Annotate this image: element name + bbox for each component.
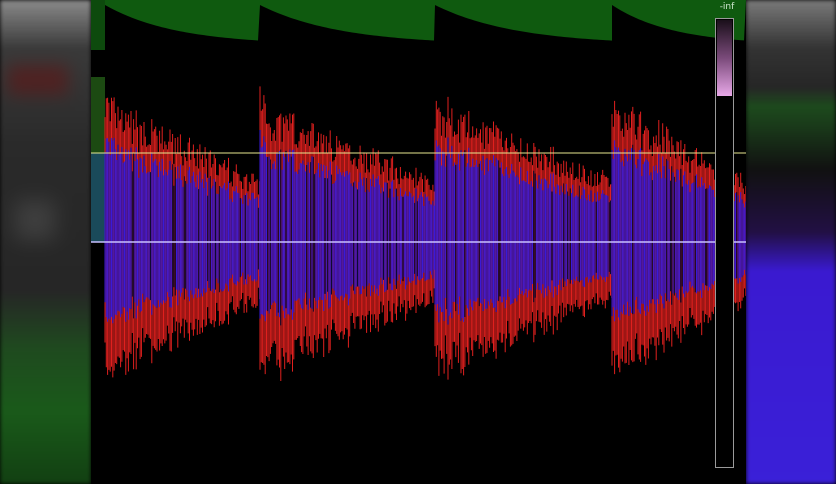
envelope-start-block — [91, 0, 105, 50]
left-knob — [15, 200, 55, 240]
right-panel-blurred — [746, 0, 836, 484]
waveform-display[interactable] — [91, 0, 746, 484]
level-meter — [715, 18, 734, 468]
pre-roll-block-low — [91, 153, 105, 242]
left-glow — [8, 65, 68, 95]
meter-fill — [717, 20, 732, 97]
left-panel-blurred — [0, 0, 91, 484]
pre-roll-block — [91, 77, 105, 153]
waveform-svg — [91, 0, 746, 381]
gain-envelope — [91, 0, 746, 50]
meter-label: -inf — [719, 2, 735, 12]
